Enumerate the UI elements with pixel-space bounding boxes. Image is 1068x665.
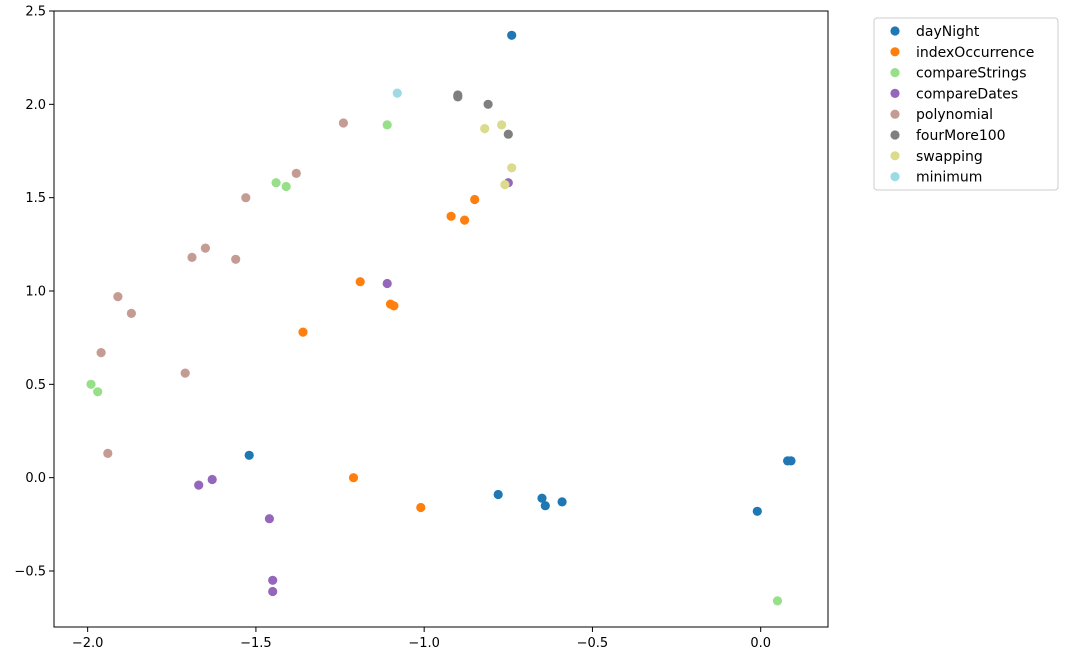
scatter-point-indexOccurrence-6 (298, 327, 308, 337)
legend-label-fourMore100: fourMore100 (916, 128, 1006, 144)
scatter-point-compareDates-6 (268, 586, 278, 597)
y-axis: −0.5 0.0 0.5 1.0 1.5 2.0 2.5 (14, 5, 54, 580)
legend-label-compareDates: compareDates (916, 86, 1018, 102)
scatter-point-dayNight-1 (244, 450, 254, 460)
scatter-point-polynomial-10 (103, 448, 113, 458)
scatter-point-indexOccurrence-0 (446, 211, 456, 221)
x-tick-label: −1.5 (240, 636, 272, 651)
scatter-point-swapping-0 (497, 120, 507, 130)
scatter-point-polynomial-4 (187, 252, 197, 262)
scatter-point-polynomial-7 (126, 308, 136, 318)
legend-label-polynomial: polynomial (916, 107, 993, 123)
scatter-point-indexOccurrence-2 (470, 194, 480, 205)
legend-marker-polynomial (890, 109, 900, 119)
plot-frame (53, 10, 829, 628)
scatter-point-polynomial-3 (200, 243, 210, 253)
scatter-point-dayNight-3 (537, 493, 547, 503)
y-tick-label: 1.5 (25, 191, 46, 206)
scatter-point-dayNight-8 (783, 456, 793, 466)
scatter-point-compareStrings-2 (281, 181, 291, 192)
scatter-point-compareStrings-1 (271, 178, 281, 188)
scatter-point-indexOccurrence-7 (348, 473, 359, 483)
y-tick-label: 0.5 (25, 378, 46, 393)
x-tick-label: −1.0 (408, 636, 440, 651)
scatter-point-swapping-3 (500, 180, 510, 190)
legend-label-minimum: minimum (916, 170, 982, 186)
scatter-point-compareStrings-0 (382, 120, 392, 130)
scatter-point-polynomial-8 (96, 348, 106, 358)
scatter-point-indexOccurrence-1 (460, 215, 470, 225)
legend-marker-fourMore100 (890, 130, 900, 140)
scatter-point-compareDates-1 (382, 278, 392, 289)
scatter-point-dayNight-2 (493, 489, 503, 500)
scatter-point-compareDates-3 (207, 474, 217, 485)
scatter-point-dayNight-0 (507, 30, 517, 40)
scatter-point-polynomial-0 (338, 118, 348, 128)
scatter-point-compareDates-2 (194, 480, 204, 490)
scatter-point-swapping-2 (507, 163, 517, 173)
scatter-point-compareDates-4 (264, 514, 274, 524)
scatter-point-compareDates-5 (268, 575, 278, 585)
y-tick-label: 0.0 (25, 471, 46, 486)
x-tick-label: −0.5 (577, 636, 609, 651)
scatter-point-compareStrings-3 (86, 379, 96, 389)
legend-marker-swapping (890, 151, 900, 161)
legend-label-swapping: swapping (916, 149, 983, 165)
scatter-point-fourMore100-1 (453, 92, 463, 102)
scatter-point-dayNight-4 (540, 501, 550, 511)
legend-box (873, 17, 1059, 191)
x-tick-label: −2.0 (72, 636, 104, 651)
scatter-point-indexOccurrence-3 (355, 277, 365, 287)
scatter-point-compareStrings-4 (93, 387, 103, 397)
legend-marker-compareStrings (890, 68, 900, 78)
legend-label-compareStrings: compareStrings (916, 66, 1027, 82)
plot-area (53, 10, 829, 628)
legend-label-dayNight: dayNight (916, 24, 980, 40)
legend-label-indexOccurrence: indexOccurrence (916, 45, 1034, 61)
legend-marker-indexOccurrence (890, 47, 900, 57)
legend-marker-compareDates (890, 88, 900, 98)
scatter-point-fourMore100-3 (503, 129, 513, 139)
scatter-point-indexOccurrence-5 (389, 301, 399, 311)
scatter-point-compareStrings-5 (772, 596, 783, 606)
scatter-point-polynomial-9 (180, 368, 190, 378)
scatter-point-polynomial-6 (113, 292, 123, 302)
y-tick-label: 2.5 (25, 5, 46, 20)
legend-marker-dayNight (890, 26, 900, 36)
y-tick-label: 2.0 (25, 98, 46, 113)
x-axis: −2.0 −1.5 −1.0 −0.5 0.0 (72, 627, 771, 651)
y-tick-label: 1.0 (25, 285, 46, 300)
legend: dayNight indexOccurrence compareStrings com… (873, 17, 1059, 191)
scatter-point-fourMore100-2 (483, 99, 493, 109)
legend-marker-minimum (890, 172, 900, 182)
scatter-point-swapping-1 (480, 124, 490, 134)
scatter-point-polynomial-2 (241, 193, 251, 203)
scatter-point-minimum-0 (392, 88, 402, 98)
scatter-point-dayNight-6 (752, 506, 762, 516)
scatter-point-dayNight-5 (557, 497, 567, 507)
y-tick-label: −0.5 (14, 565, 46, 580)
scatter-point-indexOccurrence-8 (416, 502, 426, 513)
scatter-point-polynomial-5 (231, 254, 241, 264)
x-tick-label: 0.0 (750, 636, 771, 651)
scatter-point-polynomial-1 (291, 168, 301, 178)
